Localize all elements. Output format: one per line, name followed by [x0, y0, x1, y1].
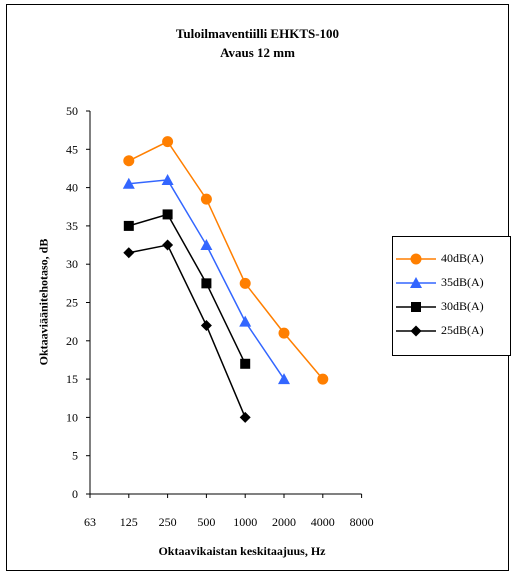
- x-tick-label: 4000: [311, 515, 335, 529]
- y-tick-label: 45: [66, 142, 78, 156]
- series-0: [123, 136, 329, 385]
- x-tick-label: 1000: [233, 515, 257, 529]
- chart-title: Tuloilmaventiilli EHKTS-100 Avaus 12 mm: [6, 24, 509, 62]
- data-point-diamond: [200, 319, 212, 331]
- x-tick-label: 500: [197, 515, 215, 529]
- legend-swatch: [396, 325, 436, 337]
- y-tick-label: 25: [66, 296, 78, 310]
- data-point-triangle: [410, 277, 422, 288]
- data-point-triangle: [161, 173, 174, 185]
- data-point-circle: [278, 327, 290, 339]
- chart-title-line-1: Tuloilmaventiilli EHKTS-100: [175, 26, 340, 41]
- legend-item: 30dB(A): [393, 297, 510, 317]
- legend-item: 25dB(A): [393, 321, 510, 341]
- series-line: [128, 244, 246, 418]
- chart-title-line-2: Avaus 12 mm: [220, 45, 295, 60]
- legend-item: 40dB(A): [393, 249, 510, 269]
- y-tick-label: 5: [72, 449, 78, 463]
- data-point-square: [162, 209, 173, 220]
- x-tick-label: 8000: [350, 515, 374, 529]
- data-point-circle: [200, 193, 212, 205]
- legend: 40dB(A) 35dB(A) 30dB(A) 25dB(A): [392, 236, 511, 356]
- legend-label: 30dB(A): [441, 299, 484, 313]
- series-line: [128, 213, 246, 365]
- y-tick-label: 40: [66, 181, 78, 195]
- data-point-triangle: [239, 315, 252, 327]
- data-point-square: [240, 358, 251, 369]
- legend-label: 35dB(A): [441, 275, 484, 289]
- series-line: [128, 140, 324, 380]
- data-point-circle: [239, 277, 251, 289]
- x-tick-label: 63: [84, 515, 96, 529]
- series-2: [123, 209, 251, 369]
- data-point-triangle: [200, 239, 213, 251]
- legend-label: 40dB(A): [441, 251, 484, 265]
- data-point-triangle: [278, 373, 290, 385]
- legend-swatch: [396, 253, 436, 265]
- x-tick-label: 250: [159, 515, 177, 529]
- x-tick-label: 2000: [272, 515, 296, 529]
- data-point-triangle: [122, 177, 135, 189]
- y-tick-label: 30: [66, 257, 78, 271]
- data-point-diamond: [239, 411, 251, 423]
- legend-swatch: [396, 277, 436, 288]
- y-tick-label: 10: [66, 410, 78, 424]
- legend-label: 25dB(A): [441, 323, 484, 337]
- legend-item: 35dB(A): [393, 273, 510, 293]
- y-tick-label: 0: [72, 487, 78, 501]
- y-tick-label: 20: [66, 334, 78, 348]
- legend-swatch: [396, 302, 436, 312]
- y-tick-label: 35: [66, 219, 78, 233]
- series-3: [123, 239, 251, 423]
- y-tick-label: 15: [66, 372, 78, 386]
- series-1: [122, 173, 290, 385]
- data-point-circle: [123, 155, 135, 167]
- data-point-circle: [317, 373, 329, 385]
- data-point-square: [411, 302, 421, 312]
- y-axis-label: Oktaaviäänitehotaso, dB: [36, 238, 51, 366]
- x-tick-label: 125: [120, 515, 138, 529]
- y-tick-label: 50: [66, 104, 78, 118]
- data-point-circle: [410, 253, 422, 265]
- data-point-circle: [162, 136, 174, 148]
- data-point-square: [201, 278, 212, 289]
- x-axis-label: Oktaavikaistan keskitaajuus, Hz: [158, 544, 326, 558]
- data-point-diamond: [162, 239, 174, 251]
- data-point-diamond: [410, 325, 422, 337]
- data-point-diamond: [123, 247, 135, 259]
- data-point-square: [123, 220, 134, 231]
